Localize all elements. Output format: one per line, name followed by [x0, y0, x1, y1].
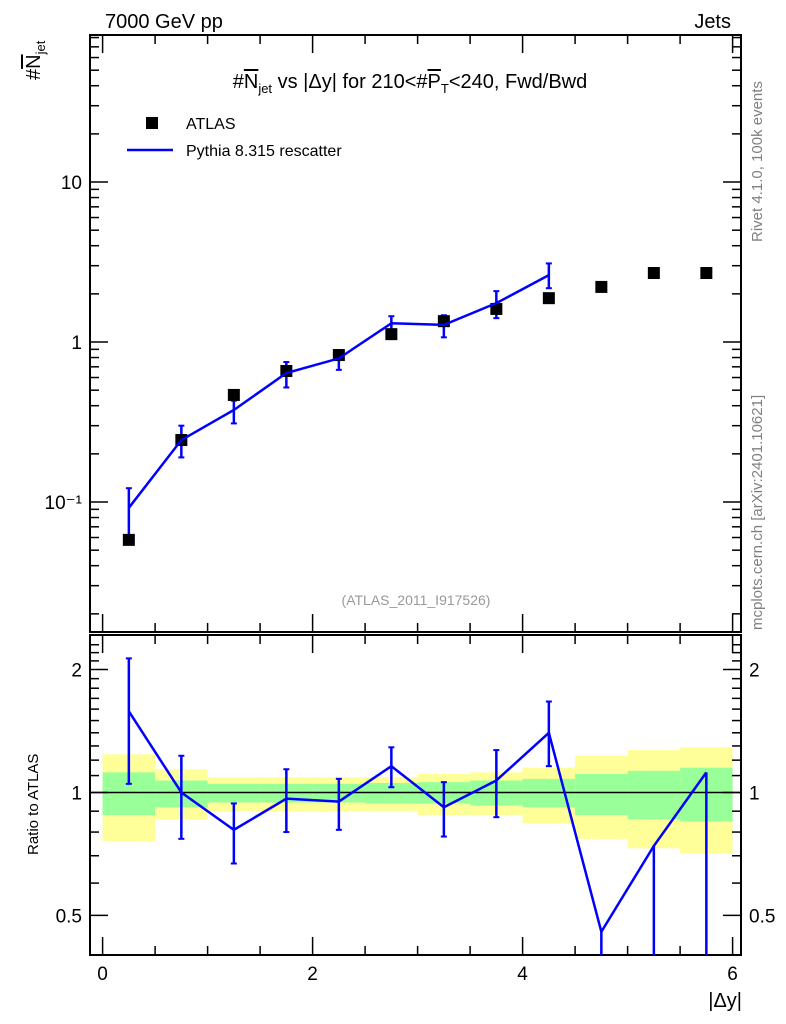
ylabel-part: jet — [33, 40, 48, 55]
ratio-bands — [102, 747, 733, 854]
ratio-axes: 2 2 1 1 0.5 0.5 0 2 4 6 — [56, 634, 775, 985]
ylabel-part: N — [23, 54, 45, 68]
y-tick-label: 10⁻¹ — [45, 493, 83, 514]
title-part: T — [441, 81, 449, 96]
mc-line — [127, 274, 550, 509]
main-axes: 10 1 10⁻¹ — [45, 34, 742, 633]
atlas-data-point — [647, 267, 660, 280]
atlas-data-point — [385, 328, 398, 341]
main-marks — [122, 262, 713, 546]
legend-atlas-label: ATLAS — [186, 116, 236, 133]
ratio-y-tick-label: 0.5 — [56, 906, 82, 927]
analysis-id: (ATLAS_2011_I917526) — [342, 592, 491, 608]
title-part: N — [244, 71, 258, 93]
atlas-data-point — [227, 388, 240, 401]
title-part: P — [428, 71, 441, 93]
legend-atlas-marker — [146, 117, 158, 129]
x-tick-label: 0 — [97, 964, 108, 985]
header-left: 7000 GeV pp — [105, 11, 223, 33]
atlas-data-point — [490, 302, 503, 315]
ylabel-part: # — [23, 68, 45, 80]
legend-mc-label: Pythia 8.315 rescatter — [186, 143, 342, 160]
title-part: <240, Fwd/Bwd — [449, 71, 587, 93]
title-part: jet — [257, 81, 272, 96]
y-axis-label: #Njet — [23, 40, 48, 80]
y-tick-label: 10 — [61, 173, 82, 194]
ratio-y-tick-label: 2 — [749, 661, 760, 682]
atlas-data-point — [542, 292, 555, 305]
x-tick-label: 2 — [307, 964, 318, 985]
ratio-marks — [125, 657, 708, 955]
atlas-data-point — [700, 267, 713, 280]
title: #Njet vs |Δy| for 210<#PT<240, Fwd/Bwd — [233, 71, 588, 96]
ratio-line — [127, 710, 708, 935]
atlas-data-point — [595, 280, 608, 293]
y-tick-label: 1 — [71, 333, 82, 354]
ratio-frame — [89, 634, 742, 956]
ratio-y-tick-label: 1 — [749, 783, 760, 804]
x-axis-label: |Δy| — [708, 990, 742, 1012]
title-part: # — [233, 71, 245, 93]
header-right: Jets — [694, 11, 731, 33]
ratio-y-label: Ratio to ATLAS — [25, 754, 42, 855]
x-tick-label: 6 — [727, 964, 738, 985]
band-inner — [627, 770, 681, 820]
main-frame — [89, 34, 742, 633]
ratio-y-tick-label: 2 — [71, 661, 82, 682]
rivet-label: Rivet 4.1.0, 100k events — [749, 81, 766, 242]
mcplots-label: mcplots.cern.ch [arXiv:2401.10621] — [749, 395, 766, 630]
ratio-y-tick-label: 1 — [71, 783, 82, 804]
band-inner — [575, 773, 628, 816]
x-tick-label: 4 — [517, 964, 528, 985]
ratio-y-tick-label: 0.5 — [749, 906, 775, 927]
atlas-data-point — [122, 533, 135, 546]
title-part: vs |Δy| for 210<# — [272, 71, 428, 93]
